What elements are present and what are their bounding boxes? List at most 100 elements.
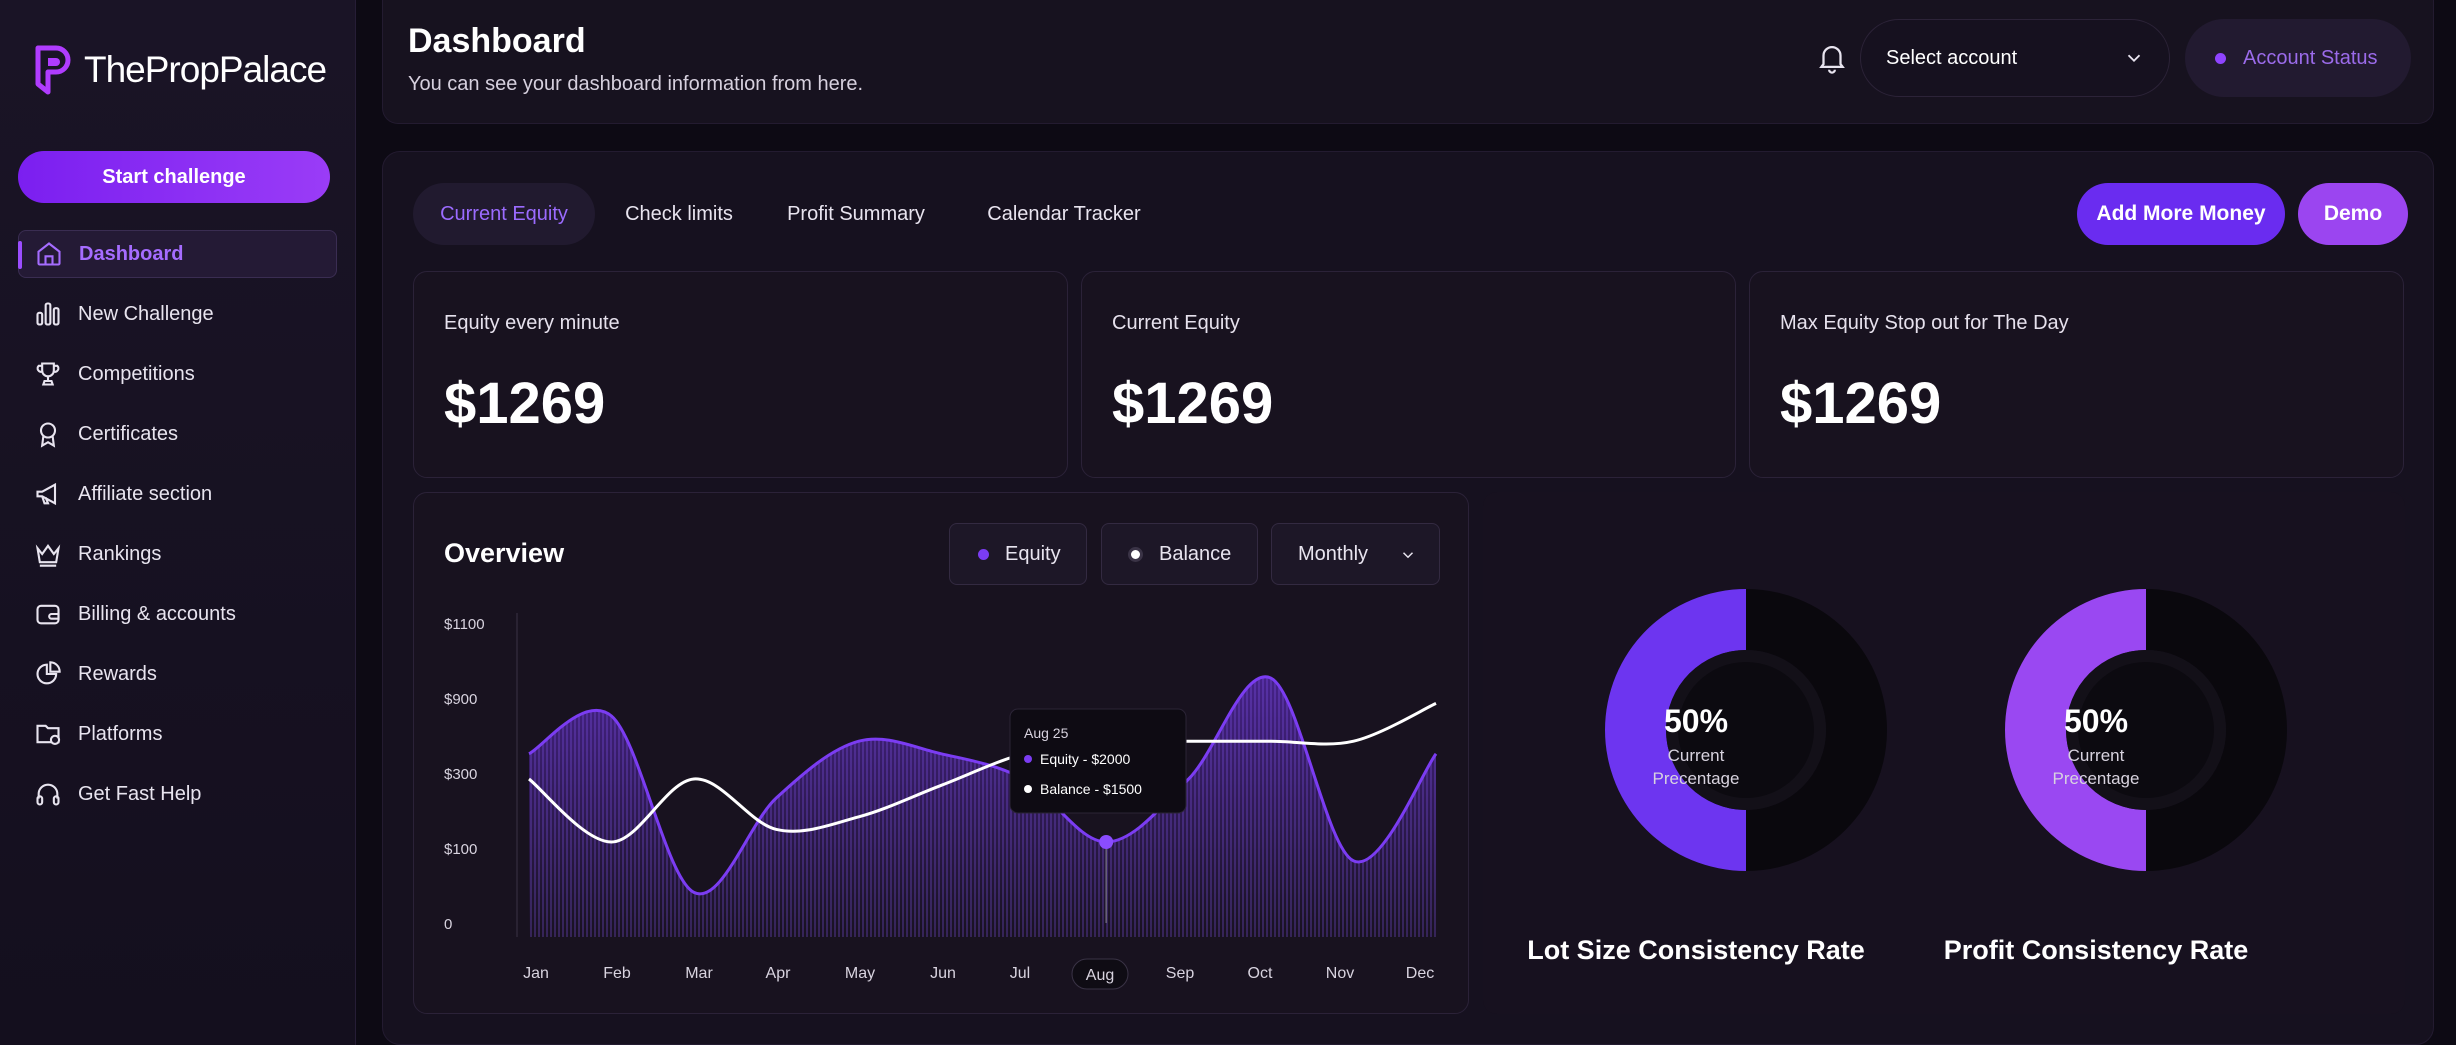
x-tick-label[interactable]: May [845, 965, 875, 982]
sidebar-item-platforms[interactable]: Platforms [18, 710, 337, 758]
overview-chart: $1100 $900 $300 $100 0 Jan Feb Mar Apr May Jun Jul… [444, 613, 1438, 990]
start-challenge-button[interactable]: Start challenge [18, 151, 330, 203]
tooltip-equity-dot [1024, 755, 1032, 763]
balance-series-line [528, 702, 1437, 844]
profit-donut [2005, 589, 2287, 871]
tab-current-equity[interactable]: Current Equity [413, 183, 595, 245]
donut-center [1678, 662, 1814, 798]
headphones-icon [34, 780, 62, 808]
stat-card-current-equity: Current Equity $1269 [1081, 271, 1736, 478]
donut-center [2078, 662, 2214, 798]
home-icon [35, 240, 63, 268]
y-tick-label: $300 [444, 766, 477, 783]
consistency-card: 50% Current Precentage 50% Current Prece… [1483, 492, 2405, 1014]
stat-label: Max Equity Stop out for The Day [1780, 312, 2069, 334]
stat-label: Current Equity [1112, 312, 1240, 334]
donut-percent: 50% [2063, 703, 2129, 739]
overview-title: Overview [444, 538, 565, 568]
equity-dot [978, 548, 989, 560]
stat-card-equity-minute: Equity every minute $1269 [413, 271, 1068, 478]
lot-size-donut [1605, 589, 1887, 871]
donut-percent: 50% [1663, 703, 1729, 739]
tab-check-limits[interactable]: Check limits [625, 202, 733, 225]
bell-icon[interactable] [1815, 40, 1849, 74]
donut-value-slice [1605, 589, 1746, 871]
chevron-down-icon [2127, 54, 2141, 63]
sidebar-item-label: Platforms [78, 722, 163, 745]
brand-name: ThePropPalace [84, 49, 327, 90]
bar-chart-icon [34, 300, 62, 328]
sidebar-item-competitions[interactable]: Competitions [18, 350, 337, 398]
stat-value: $1269 [444, 371, 606, 436]
x-tick-label[interactable]: Aug [1086, 967, 1114, 984]
tooltip-balance: Balance - $1500 [1040, 781, 1142, 797]
sidebar-item-rewards[interactable]: Rewards [18, 650, 337, 698]
equity-series-line [528, 675, 1438, 896]
sidebar-nav: Dashboard New Challenge Competitions Cer… [18, 230, 337, 818]
x-tick-label[interactable]: Nov [1326, 965, 1354, 982]
folder-icon [34, 720, 62, 748]
x-tick-label[interactable]: Feb [603, 965, 631, 982]
y-tick-label: $900 [444, 691, 477, 708]
donut-charts [1605, 589, 2287, 871]
sidebar-item-billing[interactable]: Billing & accounts [18, 590, 337, 638]
sidebar: ThePropPalace Start challenge Dashboard … [0, 0, 356, 1045]
tooltip-equity: Equity - $2000 [1040, 751, 1130, 767]
sidebar-item-dashboard[interactable]: Dashboard [18, 230, 337, 278]
legend-balance[interactable]: Balance [1101, 523, 1258, 585]
sidebar-item-label: Rewards [78, 662, 157, 685]
donut-caption: Current Precentage [2052, 746, 2140, 788]
sidebar-item-label: Competitions [78, 362, 195, 385]
legend-balance-label: Balance [1159, 542, 1232, 565]
stat-value: $1269 [1780, 371, 1942, 436]
x-tick-label[interactable]: Sep [1166, 965, 1195, 982]
tab-profit-summary[interactable]: Profit Summary [787, 202, 925, 225]
pie-chart-icon [34, 660, 62, 688]
stat-label: Equity every minute [444, 312, 620, 334]
demo-button[interactable]: Demo [2298, 183, 2408, 245]
tooltip-balance-dot [1024, 785, 1032, 793]
y-tick-label: $100 [444, 841, 477, 858]
tooltip-date: Aug 25 [1024, 725, 1069, 741]
award-icon [34, 420, 62, 448]
brand-logo[interactable]: ThePropPalace [34, 40, 337, 100]
legend-equity[interactable]: Equity [949, 523, 1087, 585]
balance-dot [1128, 546, 1143, 562]
sidebar-item-help[interactable]: Get Fast Help [18, 770, 337, 818]
period-dropdown[interactable]: Monthly [1271, 523, 1440, 585]
donut-caption: Current Precentage [1652, 746, 1740, 788]
tab-calendar-tracker[interactable]: Calendar Tracker [987, 202, 1141, 225]
sidebar-item-new-challenge[interactable]: New Challenge [18, 290, 337, 338]
x-tick-label[interactable]: Jun [930, 965, 956, 982]
x-tick-label[interactable]: Dec [1406, 965, 1434, 982]
main-panel: Current Equity Check limits Profit Summa… [382, 151, 2434, 1045]
account-status-label: Account Status [2243, 46, 2378, 69]
x-tick-highlight [1071, 958, 1129, 990]
wallet-icon [34, 600, 62, 628]
x-tick-label[interactable]: Jul [1010, 965, 1030, 982]
x-tick-label[interactable]: Apr [766, 965, 792, 982]
account-status-badge[interactable]: Account Status [2185, 19, 2411, 97]
highlight-point[interactable] [1099, 835, 1114, 849]
stat-value: $1269 [1112, 371, 1274, 436]
x-tick-label[interactable]: Mar [685, 965, 713, 982]
add-more-money-button[interactable]: Add More Money [2077, 183, 2285, 245]
sidebar-item-label: Dashboard [79, 242, 184, 265]
sidebar-item-label: Certificates [78, 422, 179, 445]
stat-card-max-equity: Max Equity Stop out for The Day $1269 [1749, 271, 2404, 478]
sidebar-item-affiliate[interactable]: Affiliate section [18, 470, 337, 518]
trophy-icon [34, 360, 62, 388]
x-tick-label[interactable]: Oct [1248, 965, 1273, 982]
equity-area-texture [529, 676, 1436, 937]
top-header: Dashboard You can see your dashboard inf… [382, 0, 2434, 124]
y-tick-label: 0 [444, 916, 452, 933]
period-value: Monthly [1298, 542, 1369, 565]
sidebar-item-certificates[interactable]: Certificates [18, 410, 337, 458]
legend-equity-label: Equity [1005, 542, 1061, 565]
profit-consistency-label: Profit Consistency Rate [1943, 935, 2249, 965]
sidebar-item-rankings[interactable]: Rankings [18, 530, 337, 578]
sidebar-item-label: Rankings [78, 542, 162, 565]
x-tick-label[interactable]: Jan [523, 965, 549, 982]
sidebar-item-label: Billing & accounts [78, 602, 236, 625]
select-account-dropdown[interactable]: Select account [1860, 19, 2170, 97]
